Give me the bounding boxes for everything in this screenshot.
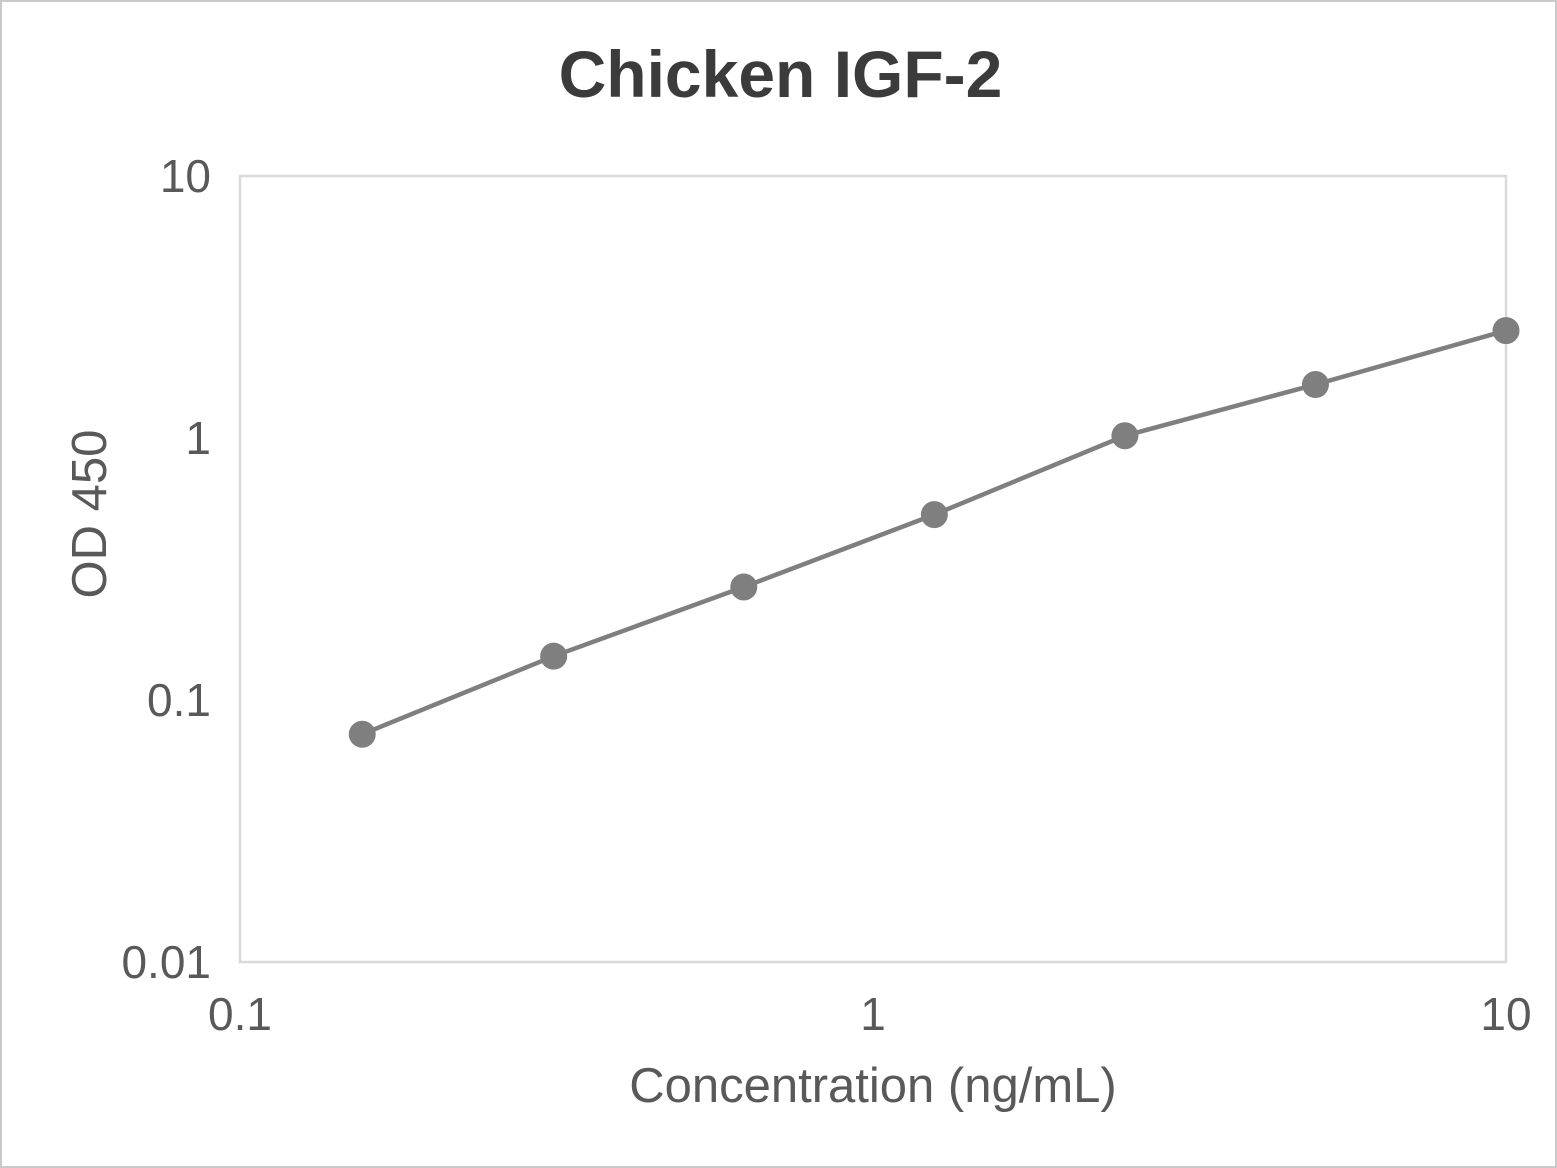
chart-title: Chicken IGF-2 <box>558 37 1003 111</box>
y-tick-label-0.1: 0.1 <box>147 674 211 726</box>
x-tick-label-10: 10 <box>1480 988 1532 1040</box>
data-point-marker <box>540 642 568 670</box>
data-point-marker <box>1111 422 1139 450</box>
data-point-marker <box>1492 317 1520 345</box>
y-tick-label-0.01: 0.01 <box>121 936 211 988</box>
data-point-marker <box>348 720 376 748</box>
standard-curve-series <box>348 317 1520 748</box>
y-tick-label-1: 1 <box>185 412 211 464</box>
data-point-marker <box>730 573 758 601</box>
x-axis-title: Concentration (ng/mL) <box>629 1059 1117 1113</box>
data-point-marker <box>1301 371 1329 399</box>
y-tick-label-10: 10 <box>159 150 211 202</box>
series-line <box>361 328 1507 737</box>
x-tick-label-0.1: 0.1 <box>208 988 272 1040</box>
plot-border <box>238 174 1508 964</box>
data-point-marker <box>920 501 948 529</box>
x-tick-label-1: 1 <box>860 988 886 1040</box>
